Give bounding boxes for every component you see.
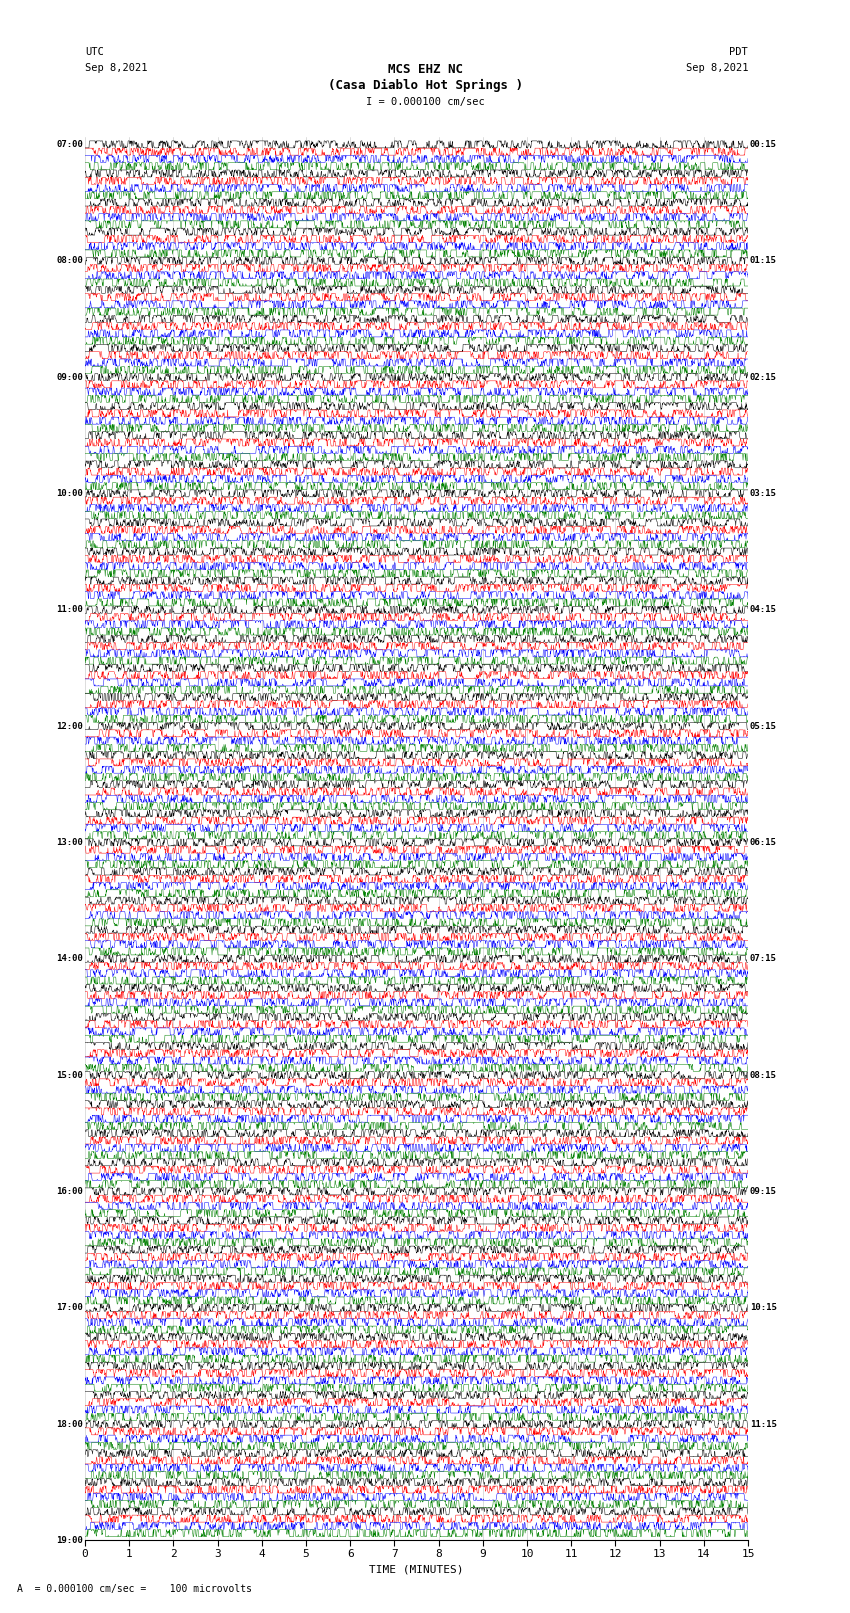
Text: 13:00: 13:00 — [56, 837, 83, 847]
Text: 03:15: 03:15 — [750, 489, 777, 498]
Text: A  = 0.000100 cm/sec =    100 microvolts: A = 0.000100 cm/sec = 100 microvolts — [17, 1584, 252, 1594]
Text: 11:15: 11:15 — [750, 1419, 777, 1429]
Text: 09:15: 09:15 — [750, 1187, 777, 1195]
Text: PDT: PDT — [729, 47, 748, 56]
Text: (Casa Diablo Hot Springs ): (Casa Diablo Hot Springs ) — [327, 79, 523, 92]
Text: 02:15: 02:15 — [750, 373, 777, 382]
Text: 05:15: 05:15 — [750, 721, 777, 731]
Text: 08:00: 08:00 — [56, 256, 83, 265]
Text: 10:15: 10:15 — [750, 1303, 777, 1313]
Text: I = 0.000100 cm/sec: I = 0.000100 cm/sec — [366, 97, 484, 106]
Text: 17:00: 17:00 — [56, 1303, 83, 1313]
Text: 10:00: 10:00 — [56, 489, 83, 498]
Text: Sep 8,2021: Sep 8,2021 — [85, 63, 148, 73]
Text: 15:00: 15:00 — [56, 1071, 83, 1079]
Text: MCS EHZ NC: MCS EHZ NC — [388, 63, 462, 76]
Text: 19:00: 19:00 — [56, 1536, 83, 1545]
Text: 01:15: 01:15 — [750, 256, 777, 265]
Text: 12:00: 12:00 — [56, 721, 83, 731]
Text: 07:15: 07:15 — [750, 955, 777, 963]
Text: Sep 8,2021: Sep 8,2021 — [685, 63, 748, 73]
X-axis label: TIME (MINUTES): TIME (MINUTES) — [369, 1565, 464, 1574]
Text: 14:00: 14:00 — [56, 955, 83, 963]
Text: 06:15: 06:15 — [750, 837, 777, 847]
Text: 09:00: 09:00 — [56, 373, 83, 382]
Text: UTC: UTC — [85, 47, 104, 56]
Text: 08:15: 08:15 — [750, 1071, 777, 1079]
Text: 16:00: 16:00 — [56, 1187, 83, 1195]
Text: 00:15: 00:15 — [750, 140, 777, 148]
Text: 11:00: 11:00 — [56, 605, 83, 615]
Text: 04:15: 04:15 — [750, 605, 777, 615]
Text: 07:00: 07:00 — [56, 140, 83, 148]
Text: 18:00: 18:00 — [56, 1419, 83, 1429]
